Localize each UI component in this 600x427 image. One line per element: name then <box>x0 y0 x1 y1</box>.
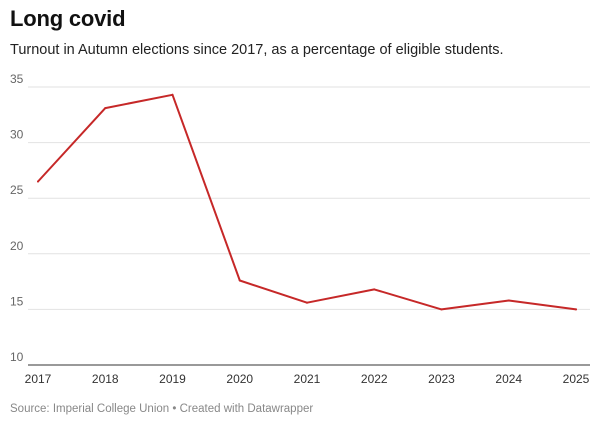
y-tick-label: 25 <box>10 183 24 197</box>
series-line <box>37 93 577 311</box>
source-text: Source: Imperial College Union <box>10 403 170 415</box>
y-tick-label: 30 <box>10 128 24 142</box>
data-point <box>104 107 107 110</box>
x-tick-label: 2021 <box>294 372 321 386</box>
data-point <box>575 308 577 311</box>
data-point <box>507 299 510 302</box>
chart-footer: Source: Imperial College Union • Created… <box>10 403 313 415</box>
chart-title: Long covid <box>10 6 126 31</box>
x-tick-label: 2025 <box>563 372 590 386</box>
y-tick-label: 10 <box>10 350 24 364</box>
x-tick-label: 2024 <box>495 372 522 386</box>
data-point <box>440 308 443 311</box>
data-point <box>37 180 39 183</box>
credit-text: Created with Datawrapper <box>179 403 314 415</box>
chart-subtitle: Turnout in Autumn elections since 2017, … <box>10 42 504 58</box>
data-point <box>238 279 241 282</box>
x-tick-label: 2022 <box>361 372 388 386</box>
data-point <box>373 288 376 291</box>
data-point <box>171 93 174 96</box>
data-point <box>306 301 308 304</box>
x-tick-label: 2017 <box>25 372 52 386</box>
y-tick-label: 35 <box>10 72 24 86</box>
x-tick-label: 2023 <box>428 372 455 386</box>
footer-separator: • <box>172 403 177 415</box>
x-tick-label: 2019 <box>159 372 186 386</box>
x-tick-label: 2018 <box>92 372 119 386</box>
y-tick-label: 20 <box>10 239 24 253</box>
y-tick-label: 15 <box>10 294 24 308</box>
x-tick-label: 2020 <box>226 372 253 386</box>
